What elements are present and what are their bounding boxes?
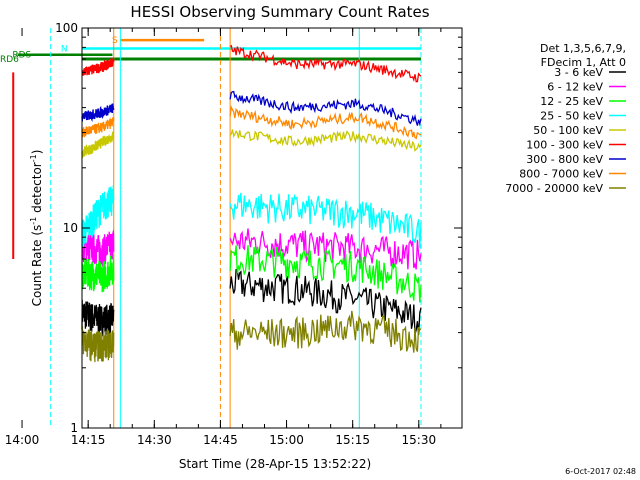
flag-label-n: N bbox=[61, 44, 68, 54]
legend-label-2: 6 - 12 keV bbox=[547, 81, 603, 94]
x-axis: 14:00 14:15 14:30 14:45 15:00 15:15 15:30 bbox=[5, 28, 442, 447]
series-7-segment bbox=[229, 90, 422, 127]
footer-date: 6-Oct-2017 02:48 bbox=[565, 467, 636, 476]
interval-markers bbox=[50, 28, 422, 428]
y-tick-label-1: 1 bbox=[70, 421, 78, 435]
x-tick-label-7: 15:30 bbox=[402, 433, 437, 447]
series-2-segment bbox=[81, 229, 115, 267]
legend-header-2: FDecim 1, Att 0 bbox=[541, 56, 626, 69]
legend-label-8: 800 - 7000 keV bbox=[519, 168, 603, 181]
series-1 bbox=[81, 268, 422, 337]
legend-label-9: 7000 - 20000 keV bbox=[505, 182, 603, 195]
legend-label-4: 25 - 50 keV bbox=[540, 110, 603, 123]
x-tick-label-6: 15:15 bbox=[335, 433, 370, 447]
series-7 bbox=[81, 90, 422, 127]
legend-label-3: 12 - 25 keV bbox=[540, 95, 603, 108]
series-7-segment bbox=[81, 103, 115, 123]
series-5-segment bbox=[81, 131, 115, 159]
y-axis: 1 10 100 bbox=[55, 21, 462, 435]
legend: Det 1,3,5,6,7,9,FDecim 1, Att 03 - 6 keV… bbox=[505, 42, 626, 195]
flag-label-rds: RDS bbox=[12, 51, 31, 61]
series-1-segment bbox=[229, 268, 422, 335]
series-3-segment bbox=[81, 254, 115, 293]
series-9-segment bbox=[229, 310, 422, 353]
x-tick-label-4: 14:45 bbox=[203, 433, 238, 447]
x-axis-label: Start Time (28-Apr-15 13:52:22) bbox=[179, 457, 371, 471]
chart-title: HESSI Observing Summary Count Rates bbox=[130, 3, 429, 21]
legend-label-1: 3 - 6 keV bbox=[554, 66, 603, 79]
flag-label-rd6: RD6 bbox=[0, 55, 19, 65]
series-4-segment bbox=[229, 192, 422, 249]
series-1-segment bbox=[81, 299, 115, 337]
series-2 bbox=[81, 228, 422, 270]
series-9 bbox=[81, 310, 422, 363]
series-lines bbox=[12, 44, 422, 363]
y-axis-label: Count Rate (s-1 detector-1) bbox=[29, 150, 44, 307]
x-tick-label-2: 14:15 bbox=[71, 433, 106, 447]
series-8 bbox=[81, 105, 422, 140]
y-tick-label-3: 100 bbox=[55, 21, 78, 35]
x-tick-label-3: 14:30 bbox=[137, 433, 172, 447]
flag-label-s: S bbox=[112, 36, 118, 46]
x-tick-label-1: 14:00 bbox=[5, 433, 40, 447]
series-3-segment bbox=[229, 245, 422, 303]
series-3 bbox=[81, 245, 422, 303]
legend-label-6: 100 - 300 keV bbox=[526, 139, 603, 152]
series-8-segment bbox=[81, 117, 115, 138]
series-5 bbox=[81, 129, 422, 159]
series-8-segment bbox=[229, 105, 422, 140]
legend-label-7: 300 - 800 keV bbox=[526, 153, 603, 166]
series-5-segment bbox=[229, 129, 422, 152]
series-2-segment bbox=[229, 228, 422, 270]
series-9-segment bbox=[81, 326, 115, 363]
legend-label-5: 50 - 100 keV bbox=[533, 124, 603, 137]
y-tick-label-2: 10 bbox=[63, 221, 78, 235]
series-6-segment bbox=[81, 57, 115, 76]
x-tick-label-5: 15:00 bbox=[269, 433, 304, 447]
legend-header-1: Det 1,3,5,6,7,9, bbox=[540, 42, 626, 55]
series-6-segment bbox=[229, 44, 422, 83]
series-6 bbox=[81, 44, 422, 83]
